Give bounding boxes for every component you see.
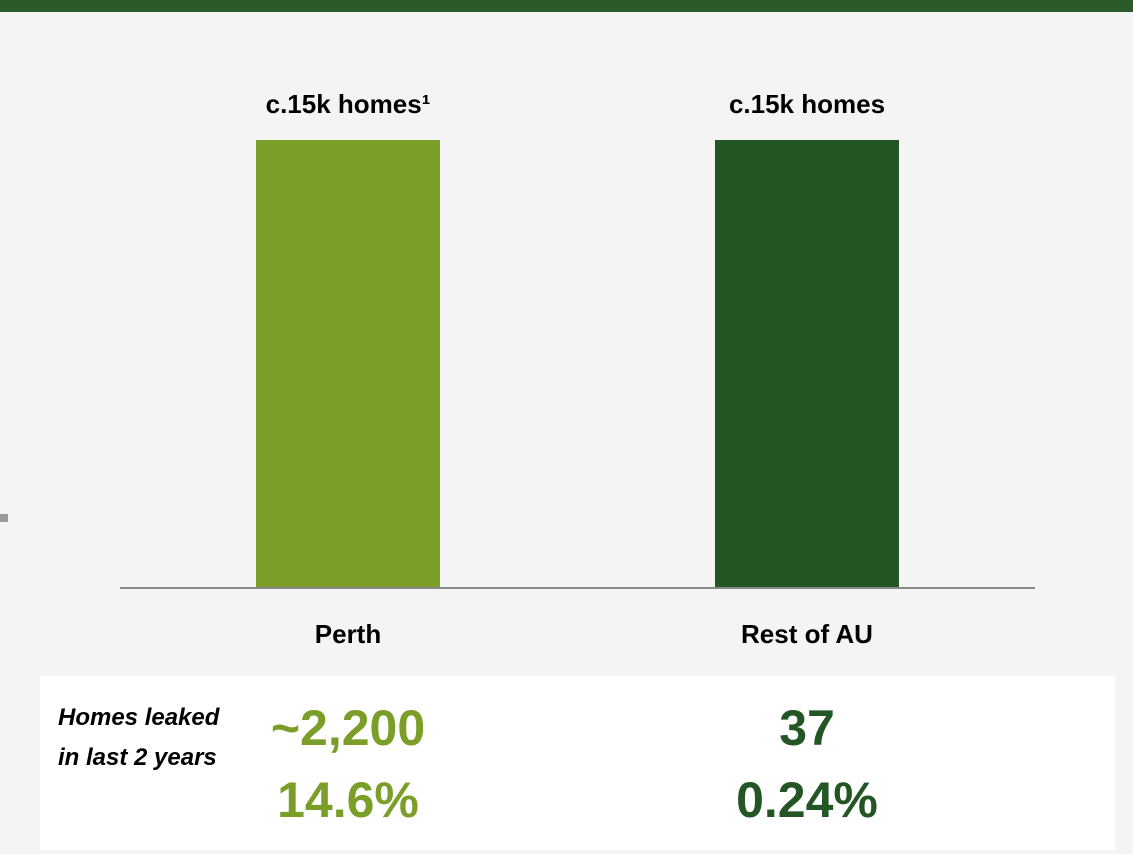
stat-value: 14.6% xyxy=(277,772,419,828)
stat-value: 0.24% xyxy=(736,772,878,828)
bar xyxy=(715,140,899,588)
header-band xyxy=(0,0,1133,12)
stat-value: 37 xyxy=(779,700,835,756)
bar xyxy=(256,140,440,588)
side-marker xyxy=(0,514,8,522)
stat-value: ~2,200 xyxy=(270,700,426,756)
value-label: c.15k homes¹ xyxy=(266,89,431,119)
stats-label: Homes leaked in last 2 years xyxy=(58,704,220,771)
chart: c.15k homes¹ Perth c.15k homes Rest of AU xyxy=(0,0,1133,649)
category-label: Perth xyxy=(315,619,381,649)
category-label: Rest of AU xyxy=(741,619,873,649)
stats-box: Homes leaked in last 2 years ~2,200 37 14.… xyxy=(40,676,1115,850)
value-label: c.15k homes xyxy=(729,89,885,119)
